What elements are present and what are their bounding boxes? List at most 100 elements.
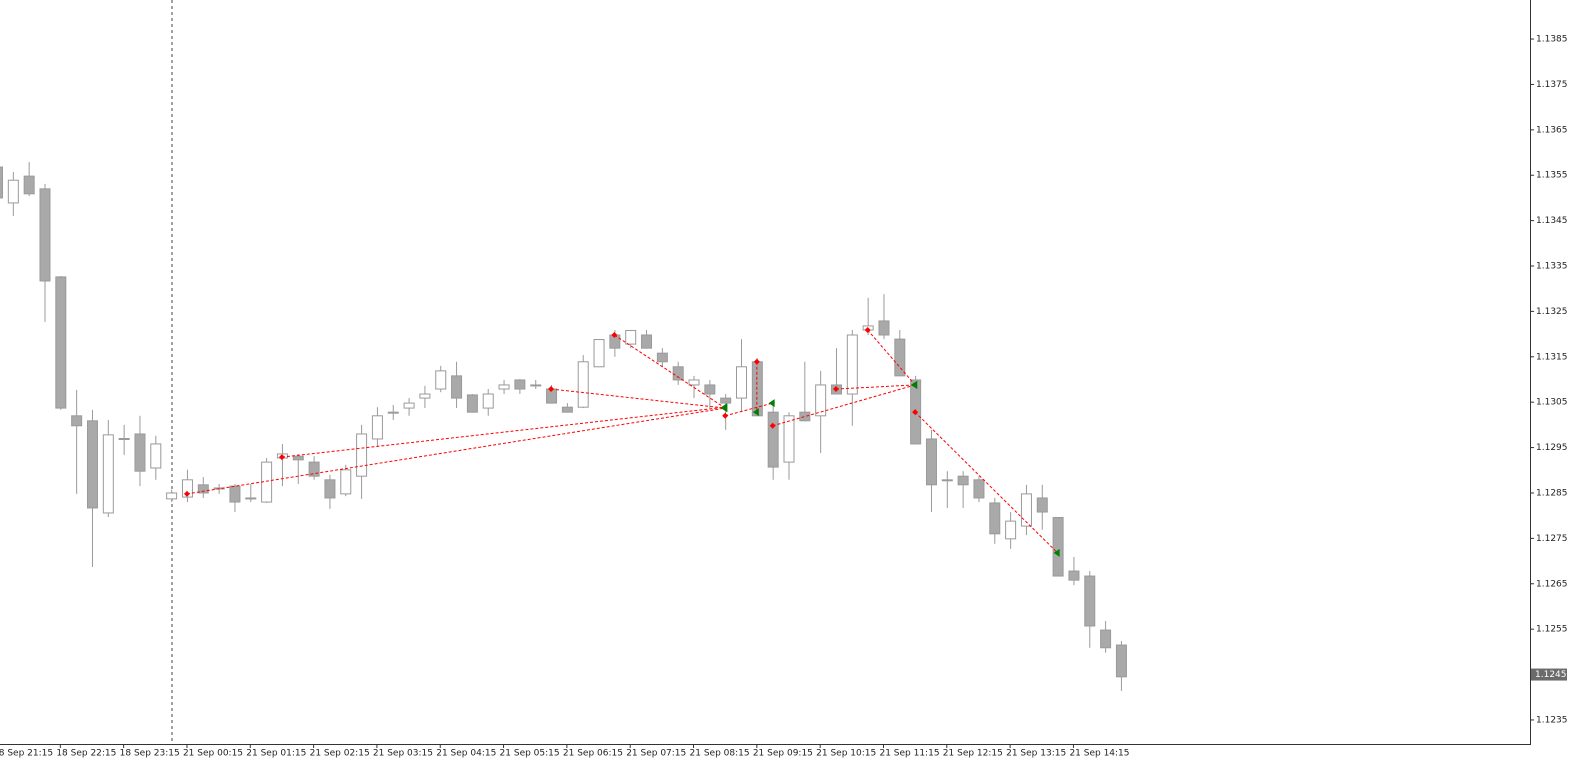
x-tick-label: 21 Sep 06:15 [563, 749, 623, 759]
trade-line [867, 329, 916, 386]
x-tick-label: 21 Sep 03:15 [373, 749, 433, 759]
candle-body [387, 411, 399, 414]
trade-line [281, 406, 726, 458]
candle-body [704, 384, 716, 395]
candle-body [292, 455, 304, 461]
candle-body [482, 393, 494, 409]
x-tick-label: 21 Sep 05:15 [500, 749, 560, 759]
trade-entry [183, 490, 190, 497]
trade-entry [769, 422, 776, 429]
candle-body [150, 443, 162, 469]
candle-body [39, 188, 51, 282]
candle-body [308, 461, 320, 477]
trade-line [835, 384, 916, 390]
candle-body [71, 415, 83, 427]
candle-body [1036, 497, 1048, 513]
trade-line [186, 407, 726, 495]
candle-body [55, 276, 67, 409]
y-tick-label: 1.1305 [1536, 398, 1568, 408]
x-tick-label: 21 Sep 02:15 [310, 749, 370, 759]
candle-body [324, 479, 336, 499]
x-tick-label: 18 Sep 22:15 [56, 749, 116, 759]
y-tick-label: 1.1255 [1536, 625, 1568, 635]
candle-body [435, 370, 447, 390]
x-tick-label: 21 Sep 12:15 [943, 749, 1003, 759]
candle-body [530, 384, 542, 387]
candle-body [641, 334, 653, 349]
y-tick-label: 1.1235 [1536, 715, 1568, 725]
x-tick-label: 21 Sep 07:15 [626, 749, 686, 759]
x-tick-label: 21 Sep 04:15 [436, 749, 496, 759]
trade-entry [912, 409, 919, 416]
candle-body [878, 320, 890, 336]
candle-body [181, 479, 193, 498]
candle-body [577, 361, 589, 408]
candle-body [973, 479, 985, 499]
y-tick-label: 1.1265 [1536, 579, 1568, 589]
trade-entry [611, 332, 618, 339]
candle-body [7, 179, 19, 204]
candle-body [371, 415, 383, 440]
x-tick-label: 21 Sep 13:15 [1006, 749, 1066, 759]
trade-entry [278, 454, 285, 461]
candle-body [720, 397, 732, 404]
candle-body [799, 411, 811, 422]
candle-body [783, 415, 795, 463]
candle-body [23, 175, 35, 195]
candle-body [989, 502, 1001, 535]
candle-body [1100, 629, 1112, 649]
y-tick-label: 1.1345 [1536, 216, 1568, 226]
trade-entry [753, 358, 760, 365]
candle-body [736, 366, 748, 399]
last-price-label: 1.1245 [1535, 670, 1567, 680]
x-tick-label: 21 Sep 11:15 [879, 749, 939, 759]
candle-body [561, 406, 573, 413]
trade-line [725, 402, 773, 417]
x-tick-label: 18 Sep 23:15 [120, 749, 180, 759]
candle-body [451, 375, 463, 399]
candle-body [0, 166, 3, 199]
x-tick-label: 21 Sep 10:15 [816, 749, 876, 759]
candle-body [767, 411, 779, 468]
candle-body [957, 475, 969, 486]
x-tick-label: 18 Sep 21:15 [0, 749, 53, 759]
trade-entry [548, 386, 555, 393]
candle-body [925, 438, 937, 486]
candle-body [245, 497, 257, 500]
candle-body [356, 433, 368, 477]
trade-entry [722, 412, 729, 419]
candle-body [846, 334, 858, 395]
x-tick-label: 21 Sep 01:15 [246, 749, 306, 759]
trade-entry [832, 386, 839, 393]
y-tick-label: 1.1325 [1536, 307, 1568, 317]
candle-body [86, 420, 98, 509]
trade-exit [721, 404, 728, 413]
last-price-box [1531, 668, 1567, 681]
candle-body [1115, 644, 1127, 678]
y-tick-label: 1.1375 [1536, 80, 1568, 90]
candle-body [815, 384, 827, 417]
candle-body [1052, 516, 1064, 577]
candle-body [1068, 570, 1080, 581]
y-tick-label: 1.1285 [1536, 488, 1568, 498]
y-tick-label: 1.1385 [1536, 35, 1568, 45]
trade-exit [911, 380, 918, 389]
candle-body [1005, 520, 1017, 540]
trade-line [914, 411, 1058, 554]
y-tick-label: 1.1355 [1536, 171, 1568, 181]
candle-body [118, 438, 130, 441]
x-tick-label: 21 Sep 00:15 [183, 749, 243, 759]
trade-exit [752, 408, 759, 417]
candle-body [229, 485, 241, 503]
candle-body [656, 352, 668, 363]
candle-body [197, 484, 209, 494]
trade-line [614, 334, 726, 409]
candle-body [403, 402, 415, 409]
x-tick-label: 21 Sep 14:15 [1069, 749, 1129, 759]
trade-entry [864, 327, 871, 334]
candle-body [672, 366, 684, 381]
trade-line [550, 388, 726, 409]
candle-body [466, 394, 478, 413]
